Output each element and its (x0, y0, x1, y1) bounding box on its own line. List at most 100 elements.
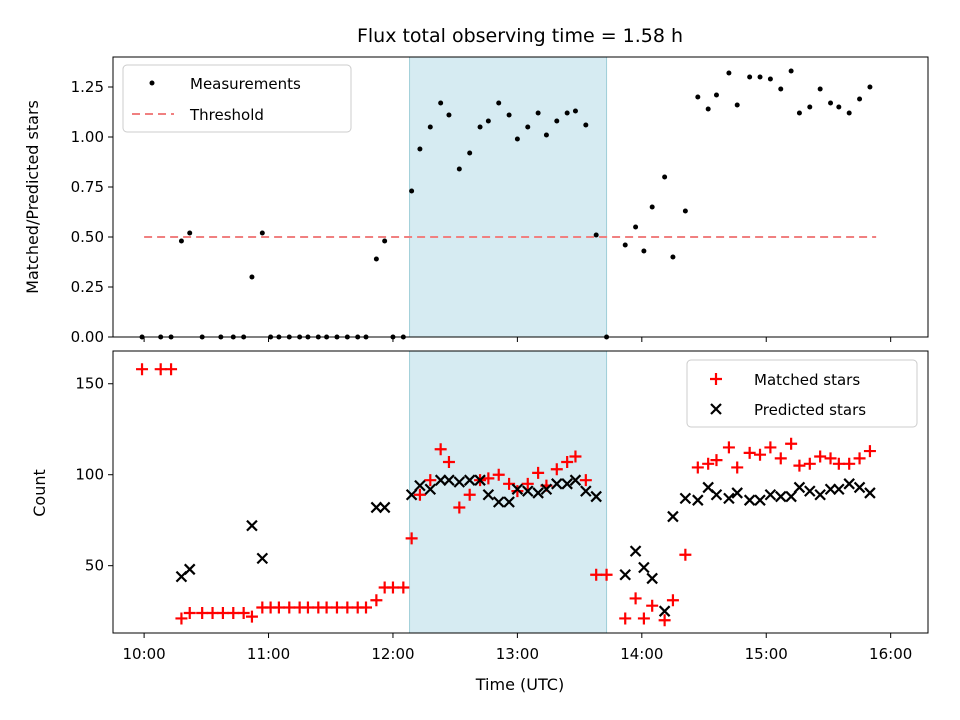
predicted-star-point (521, 485, 534, 497)
matched-star-point (814, 450, 827, 463)
predicted-star-point (463, 474, 476, 486)
matched-star-point (658, 614, 671, 627)
matched-star-point (532, 466, 545, 479)
bottom-axes-frame (112, 350, 929, 634)
matched-star-point (511, 485, 524, 498)
matched-star-point (482, 472, 495, 485)
matched-star-point (646, 599, 659, 612)
measurement-point (705, 106, 711, 112)
top-y-tick-label: 0.50 (71, 228, 104, 246)
predicted-star-point (540, 483, 553, 496)
measurement-point (641, 248, 647, 254)
chart-title: Flux total observing time = 1.58 h (357, 25, 683, 47)
measurement-point (836, 104, 842, 110)
x-tick-label: 14:00 (620, 645, 663, 663)
predicted-star-point (764, 488, 777, 501)
matched-star-point (600, 568, 613, 581)
predicted-star-point (743, 494, 756, 506)
legend-measurements-marker (149, 80, 155, 86)
predicted-star-point (183, 563, 196, 576)
predicted-star-point (443, 474, 455, 486)
top-y-tick-label: 1.25 (71, 78, 104, 96)
measurement-point (767, 76, 773, 82)
matched-star-point (227, 606, 240, 619)
measurement-point (670, 254, 676, 260)
matched-star-point (803, 457, 816, 470)
measurement-point (554, 118, 560, 124)
matched-star-point (216, 606, 229, 619)
predicted-star-point (658, 605, 671, 617)
x-tick-label: 13:00 (496, 645, 539, 663)
matched-star-point (245, 610, 258, 623)
measurement-point (857, 96, 863, 102)
measurement-point (467, 150, 473, 156)
matched-star-point (731, 461, 744, 474)
matched-star-point (301, 601, 314, 614)
predicted-star-point (492, 496, 505, 508)
x-tick-label: 15:00 (745, 645, 788, 663)
matched-star-point (360, 601, 373, 614)
predicted-star-point (256, 552, 269, 565)
measurement-point (535, 110, 541, 116)
matched-star-point (629, 592, 642, 605)
measurement-point (525, 124, 531, 130)
top-panel: 0.00 0.25 0.50 0.75 1.00 1.25 Matched/Predict… (23, 56, 929, 346)
measurement-point (446, 112, 452, 118)
bottom-y-tick-label: 100 (75, 466, 104, 484)
measurement-point (726, 70, 732, 76)
matched-star-point (341, 601, 354, 614)
matched-star-point (206, 606, 219, 619)
matched-star-point (165, 363, 178, 376)
x-tick-label: 16:00 (869, 645, 912, 663)
measurement-point (178, 238, 184, 244)
measurement-point (543, 132, 549, 138)
predicted-star-point (824, 483, 837, 496)
measurement-point (456, 166, 462, 172)
top-shaded-region (409, 56, 608, 338)
bottom-y-axis: 50 100 150 (75, 375, 113, 575)
matched-star-point (710, 454, 723, 467)
matched-star-point (154, 363, 167, 376)
matched-star-point (679, 548, 692, 561)
matched-star-point (453, 501, 466, 514)
predicted-star-point (864, 487, 876, 499)
measurement-point (409, 188, 415, 194)
predicted-star-point (843, 478, 855, 490)
measurement-point (682, 208, 688, 214)
matched-star-point (442, 455, 455, 468)
top-y-tick-label: 0.25 (71, 278, 104, 296)
x-tick-label: 12:00 (371, 645, 414, 663)
matched-star-point (136, 363, 149, 376)
predicted-star-point (370, 501, 383, 514)
measurement-point (807, 104, 813, 110)
matched-star-point (832, 457, 845, 470)
matched-star-point (863, 445, 876, 458)
bottom-x-axis: 10:00 11:00 12:00 13:00 14:00 15:00 16:00 (122, 633, 912, 663)
legend-threshold-label: Threshold (189, 106, 264, 124)
legend-measurements-label: Measurements (190, 75, 301, 93)
matched-star-point (320, 601, 333, 614)
matched-star-point (853, 452, 866, 465)
legend-predicted-marker (710, 403, 722, 415)
measurement-point (187, 230, 193, 236)
predicted-star-point (414, 479, 426, 492)
matched-star-point (550, 463, 563, 476)
predicted-star-point (424, 483, 437, 496)
top-y-tick-label: 0.75 (71, 178, 104, 196)
legend-matched-marker (710, 373, 722, 385)
measurement-point (747, 74, 753, 80)
predicted-star-point (793, 481, 806, 494)
measurement-point (757, 74, 763, 80)
predicted-star-point (580, 485, 592, 497)
matched-star-point (283, 601, 296, 614)
predicted-star-point (723, 492, 735, 505)
measurement-point (695, 94, 701, 100)
matched-star-point (183, 606, 196, 619)
matched-star-point (175, 612, 188, 625)
predicted-star-point (774, 490, 787, 503)
matched-star-point (463, 488, 476, 501)
measurement-point (828, 100, 834, 106)
top-x-ticks (143, 337, 892, 342)
matched-star-point (691, 461, 704, 474)
predicted-star-point (532, 487, 544, 499)
